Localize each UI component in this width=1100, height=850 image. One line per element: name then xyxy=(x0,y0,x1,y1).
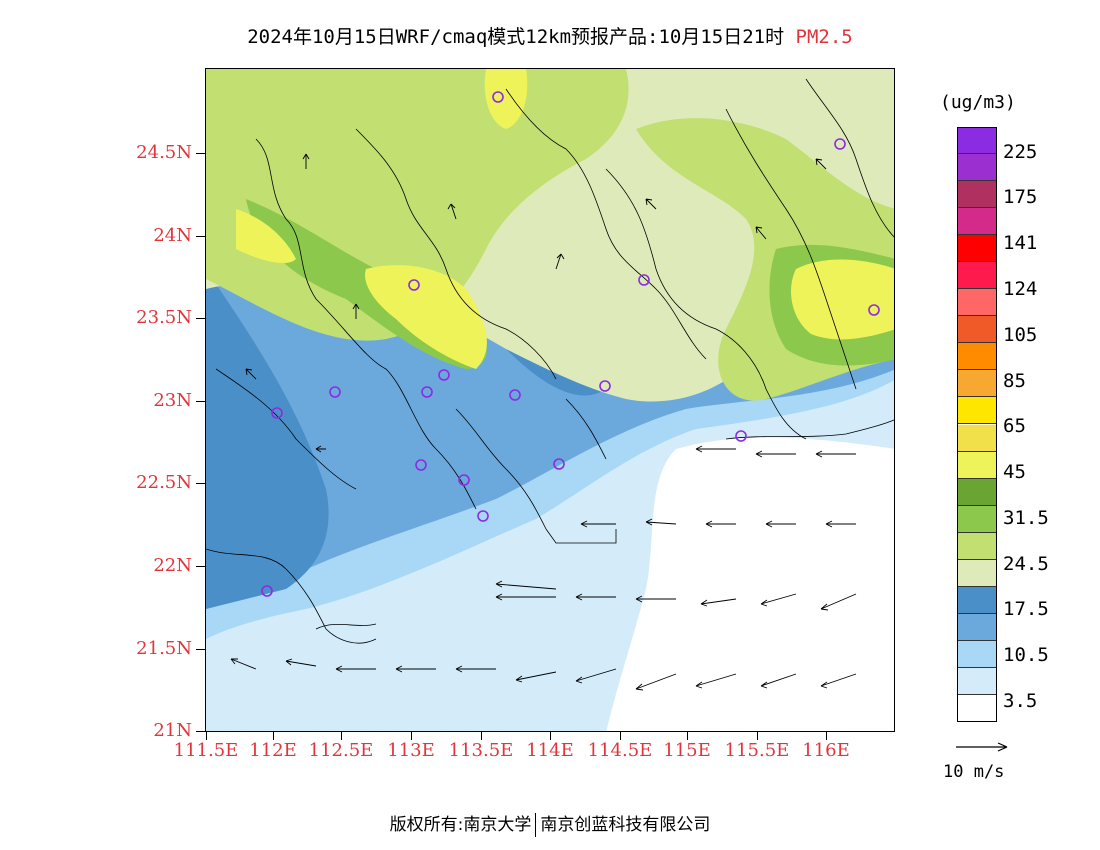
title-text: 2024年10月15日WRF/cmaq模式12km预报产品:10月15日21时 xyxy=(247,26,785,48)
lat-label: 24N xyxy=(153,225,192,246)
lon-label: 115E xyxy=(663,740,711,761)
scale-swatch xyxy=(957,343,997,371)
lon-tick xyxy=(341,732,342,740)
scale-swatch xyxy=(957,208,997,236)
pm25-forecast-map[interactable] xyxy=(205,68,895,732)
color-scale-frame xyxy=(957,127,997,722)
copyright-divider xyxy=(535,813,537,837)
scale-label: 65 xyxy=(1003,415,1026,437)
lat-tick xyxy=(196,236,205,237)
lon-label: 112.5E xyxy=(308,740,374,761)
vector-scale-label: 10 m/s xyxy=(943,762,1005,782)
lat-tick xyxy=(196,731,205,732)
lat-label: 22N xyxy=(153,555,192,576)
scale-label: 124 xyxy=(1003,278,1038,300)
lat-tick xyxy=(196,153,205,154)
scale-swatch xyxy=(957,397,997,425)
lon-tick xyxy=(620,732,621,740)
scale-swatch xyxy=(957,559,997,587)
lon-tick xyxy=(826,732,827,740)
scale-swatch xyxy=(957,613,997,641)
copyright-left: 版权所有:南京大学 xyxy=(389,815,532,835)
scale-swatch xyxy=(957,289,997,317)
scale-swatch xyxy=(957,370,997,398)
scale-label: 17.5 xyxy=(1003,598,1049,620)
lon-tick xyxy=(687,732,688,740)
lat-label: 21N xyxy=(153,720,192,741)
scale-swatch xyxy=(957,478,997,506)
lon-tick xyxy=(411,732,412,740)
lat-label: 21.5N xyxy=(136,638,192,659)
lon-label: 111.5E xyxy=(173,740,239,761)
lon-label: 116E xyxy=(802,740,850,761)
wind-arrow-icon xyxy=(956,742,1008,752)
scale-label: 85 xyxy=(1003,370,1026,392)
lat-tick xyxy=(196,649,205,650)
lon-label: 114.5E xyxy=(587,740,653,761)
lon-tick xyxy=(550,732,551,740)
scale-swatch xyxy=(957,532,997,560)
scale-swatch xyxy=(957,451,997,479)
lon-tick xyxy=(757,732,758,740)
scale-swatch xyxy=(957,640,997,668)
lat-tick xyxy=(196,566,205,567)
copyright: 版权所有:南京大学 南京创蓝科技有限公司 xyxy=(0,810,1100,837)
scale-label: 45 xyxy=(1003,461,1026,483)
scale-swatch xyxy=(957,505,997,533)
scale-swatch xyxy=(957,586,997,614)
lat-label: 22.5N xyxy=(136,472,192,493)
legend-unit: (ug/m3) xyxy=(940,92,1016,113)
lon-tick xyxy=(481,732,482,740)
scale-swatch xyxy=(957,181,997,209)
lat-label: 23.5N xyxy=(136,307,192,328)
scale-swatch xyxy=(957,154,997,182)
lon-tick xyxy=(206,732,207,740)
scale-label: 175 xyxy=(1003,186,1038,208)
lat-tick xyxy=(196,401,205,402)
scale-swatch xyxy=(957,316,997,344)
lon-label: 113E xyxy=(387,740,435,761)
scale-swatch xyxy=(957,262,997,290)
scale-label: 141 xyxy=(1003,232,1038,254)
scale-swatch xyxy=(957,127,997,155)
scale-label: 10.5 xyxy=(1003,644,1049,666)
scale-swatch xyxy=(957,235,997,263)
scale-label: 31.5 xyxy=(1003,507,1049,529)
lon-label: 113.5E xyxy=(448,740,514,761)
copyright-right: 南京创蓝科技有限公司 xyxy=(540,815,711,835)
pollutant-name: PM2.5 xyxy=(795,26,853,48)
lon-tick xyxy=(273,732,274,740)
map-canvas xyxy=(206,69,894,731)
lat-tick xyxy=(196,483,205,484)
lon-label: 114E xyxy=(526,740,574,761)
scale-label: 24.5 xyxy=(1003,553,1049,575)
scale-label: 3.5 xyxy=(1003,690,1038,712)
map-title: 2024年10月15日WRF/cmaq模式12km预报产品:10月15日21时 … xyxy=(0,22,1100,49)
lat-label: 24.5N xyxy=(136,142,192,163)
scale-label: 225 xyxy=(1003,141,1038,163)
lon-label: 115.5E xyxy=(724,740,790,761)
scale-label: 105 xyxy=(1003,324,1038,346)
scale-swatch xyxy=(957,424,997,452)
lat-label: 23N xyxy=(153,390,192,411)
lat-tick xyxy=(196,318,205,319)
scale-swatch xyxy=(957,667,997,695)
lon-label: 112E xyxy=(249,740,297,761)
